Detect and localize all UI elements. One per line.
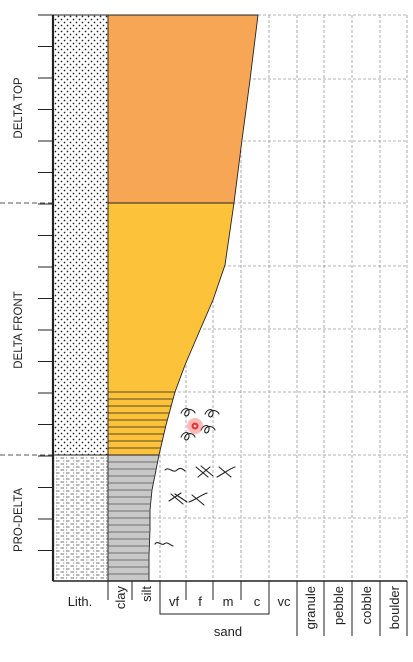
cross-bedding-icon: [168, 465, 236, 506]
grain-label-granule: granule: [303, 586, 318, 629]
lithology-sand: [53, 15, 108, 455]
axis-ticks: [107, 581, 408, 636]
grain-label-f: f: [198, 594, 202, 609]
zone-label-pro-delta: PRO-DELTA: [13, 488, 25, 552]
grain-label-m: m: [223, 594, 234, 609]
grain-label-vc: vc: [278, 594, 292, 609]
grain-label-c: c: [254, 594, 261, 609]
sand-bracket: [159, 612, 270, 615]
laminations: [108, 391, 175, 449]
zone-label-delta-front: DELTA FRONT: [13, 291, 25, 369]
zone-label-delta-top: DELTA TOP: [13, 77, 25, 138]
depth-ticks: [38, 14, 53, 551]
grain-label-clay: clay: [113, 586, 128, 610]
pro-delta-laminations: [108, 461, 157, 575]
delta-top-fill: [107, 14, 259, 204]
grain-label-boulder: boulder: [387, 585, 402, 629]
lithology-silt: [53, 455, 108, 581]
grain-size-grid: [159, 15, 408, 581]
lith-label: Lith.: [68, 594, 93, 609]
grain-label-pebble: pebble: [331, 586, 346, 625]
grain-label-vf: vf: [169, 594, 180, 609]
grain-label-cobble: cobble: [359, 586, 374, 624]
selection-marker-icon[interactable]: [187, 418, 203, 434]
burrow-icon: [154, 407, 220, 547]
sand-label: sand: [214, 624, 242, 639]
grain-label-silt: silt: [139, 586, 154, 602]
